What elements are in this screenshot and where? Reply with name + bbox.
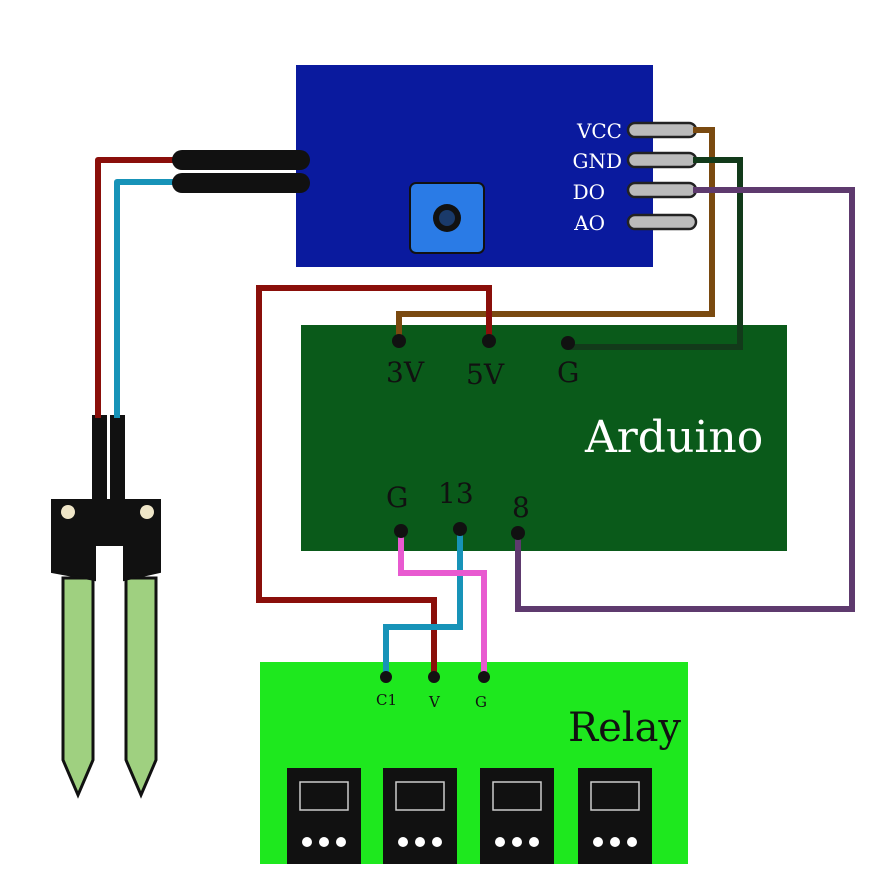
sensor-pin-label-vcc: VCC	[576, 119, 622, 143]
arduino-pin-label-8: 8	[512, 491, 530, 524]
arduino-pin-label-13: 13	[438, 477, 474, 510]
relay-terminal-4	[578, 768, 652, 864]
arduino-pin-5v	[482, 334, 496, 348]
soil-moisture-probe	[51, 415, 161, 799]
arduino-title: Arduino	[584, 412, 763, 463]
pin-gnd-header	[626, 151, 698, 169]
relay-pin-label-v: V	[428, 693, 441, 711]
relay-pin-label-g: G	[475, 693, 487, 711]
pin-do-header	[626, 181, 698, 199]
pin-vcc-header	[626, 121, 698, 139]
relay-board: Relay C1 V G	[260, 662, 688, 864]
arduino-pin-g-top	[561, 336, 575, 350]
relay-pin-label-c1: C1	[376, 691, 397, 709]
probe-wire-red	[95, 157, 180, 418]
sensor-pin-label-do: DO	[573, 180, 605, 204]
relay-pin-c1	[380, 671, 392, 683]
relay-terminal-2	[383, 768, 457, 864]
arduino-pin-label-3v: 3V	[386, 356, 425, 389]
arduino-pin-g-bottom	[394, 524, 408, 538]
pin-ao-header	[626, 213, 698, 231]
wire-13-to-relay-c1	[383, 531, 463, 677]
arduino-pin-label-g-bottom: G	[386, 481, 408, 514]
wire-vcc-to-3v	[396, 127, 715, 341]
arduino-pin-13	[453, 522, 467, 536]
relay-terminal-1	[287, 768, 361, 864]
relay-terminal-3	[480, 768, 554, 864]
connection-wires	[256, 127, 855, 677]
pin-dots	[380, 334, 575, 683]
arduino-board: Arduino 3V 5V G G 13 8	[301, 325, 787, 551]
sensor-pin-label-gnd: GND	[572, 149, 622, 173]
relay-title: Relay	[568, 705, 681, 751]
wire-do-to-pin8	[515, 187, 855, 612]
relay-pin-v	[428, 671, 440, 683]
probe-wire-blue	[114, 179, 180, 418]
wire-5v-to-relay-v	[256, 285, 492, 677]
sensor-pin-label-ao: AO	[573, 211, 605, 235]
arduino-pin-8	[511, 526, 525, 540]
sensor-module: VCC GND DO AO	[172, 65, 698, 267]
arduino-pin-3v	[392, 334, 406, 348]
arduino-pin-label-g-top: G	[557, 356, 579, 389]
wire-gnd-to-g	[568, 157, 743, 350]
arduino-pin-label-5v: 5V	[466, 358, 505, 391]
wire-g-to-relay-g	[398, 531, 487, 677]
relay-pin-g	[478, 671, 490, 683]
probe-wires	[95, 157, 180, 418]
